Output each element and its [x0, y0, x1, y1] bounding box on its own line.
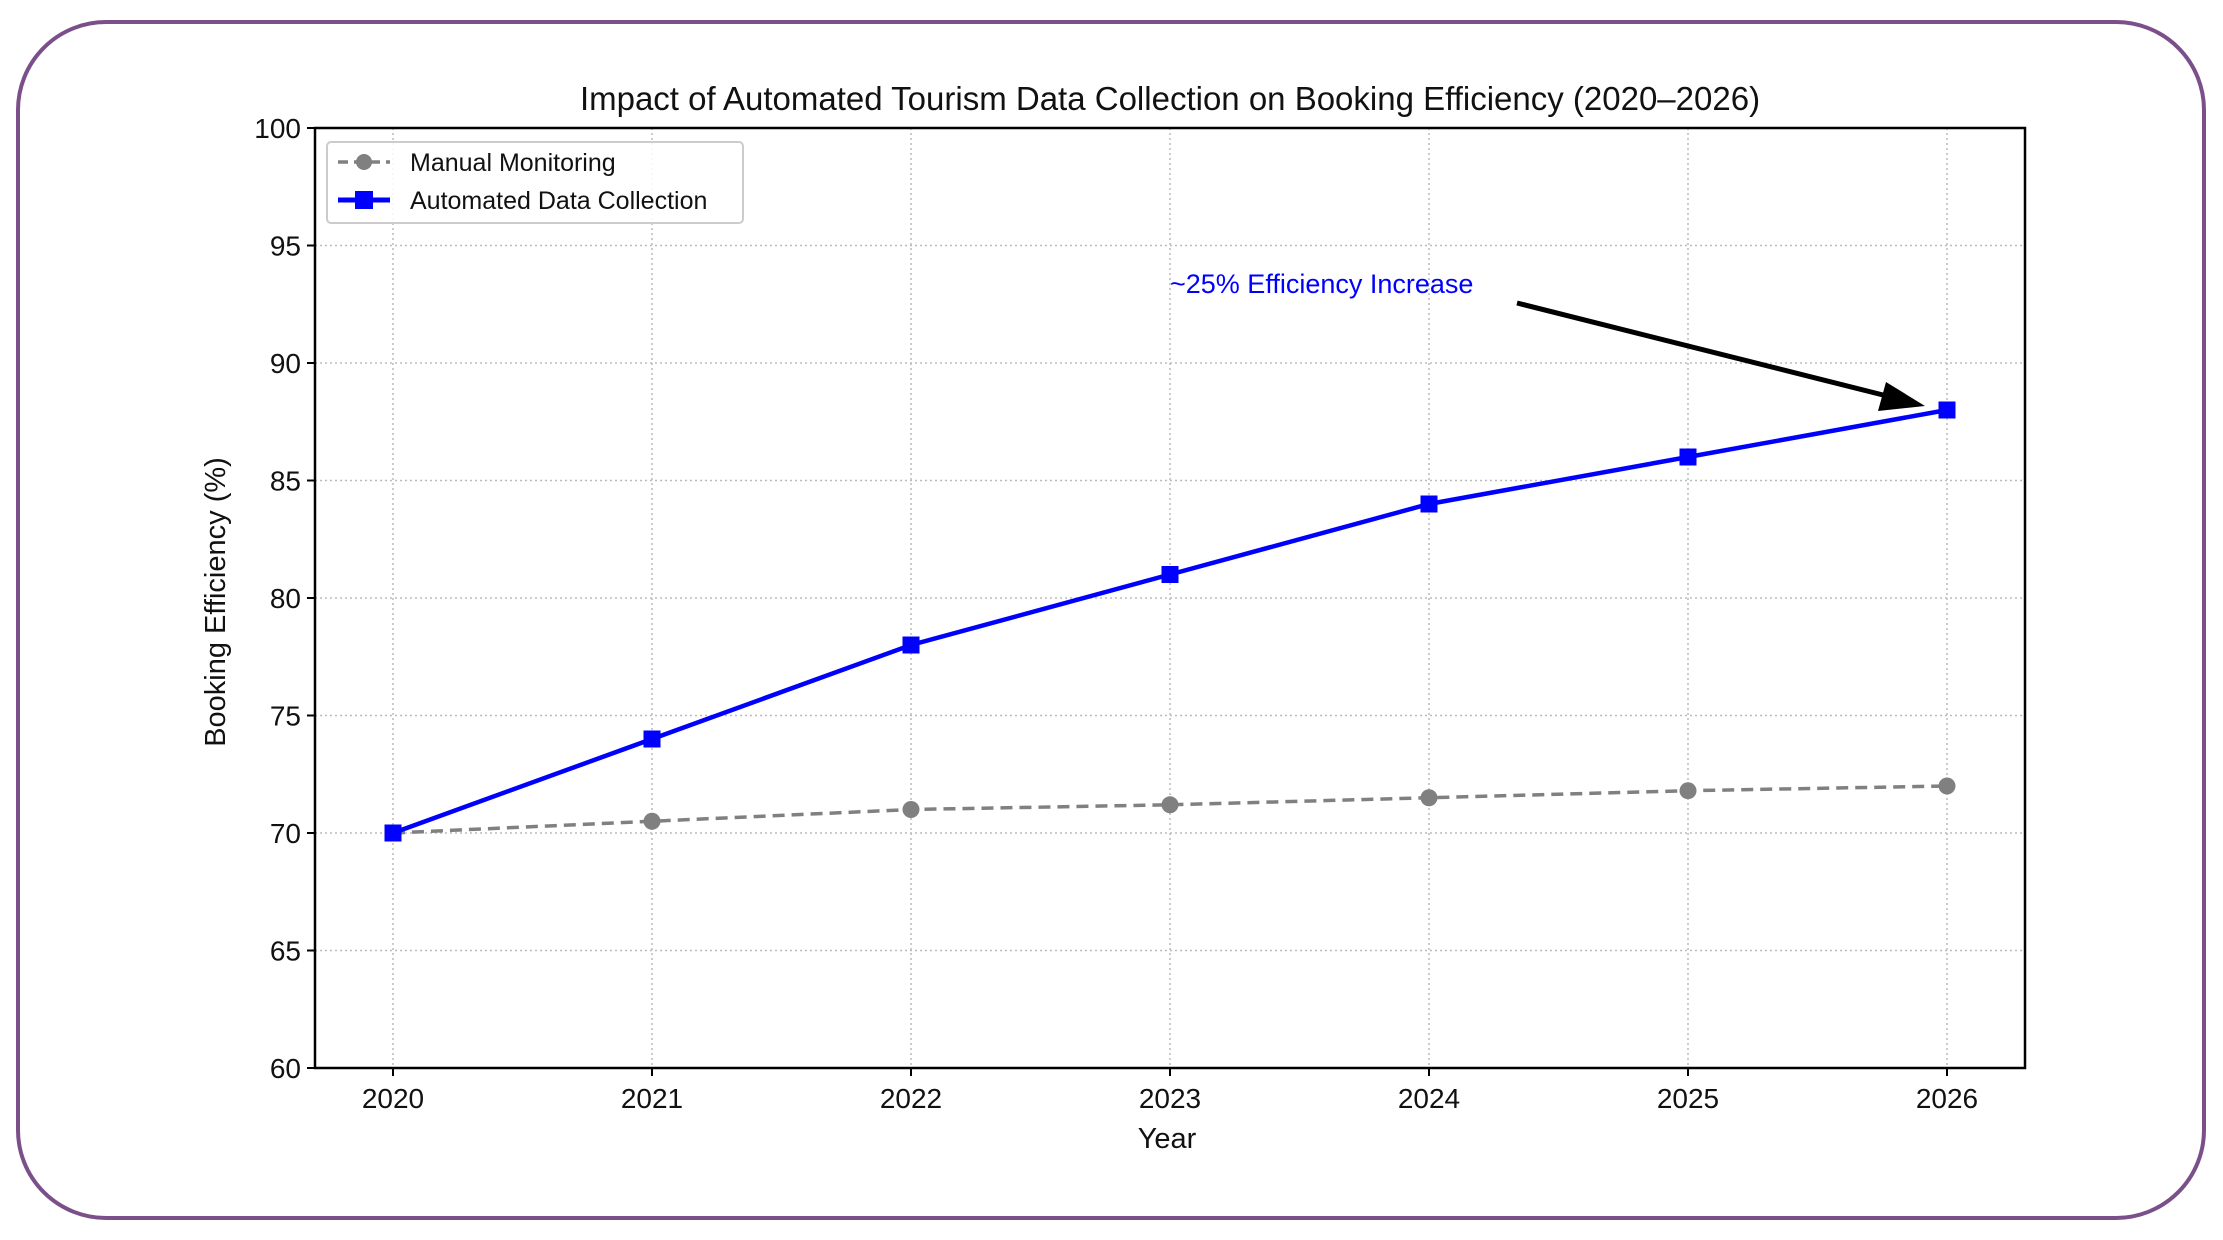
y-tick-label: 100	[254, 113, 301, 144]
x-tick-label: 2023	[1139, 1083, 1201, 1114]
card-frame	[16, 20, 2206, 1220]
data-point-manual	[1679, 782, 1697, 800]
data-point-automated	[1420, 495, 1438, 513]
legend-label-manual: Manual Monitoring	[410, 149, 616, 177]
y-tick-label: 75	[270, 701, 301, 732]
ticks: 60 65 70 75 80 85 90 95 100 2020 2021 2022 2023 2024 2…	[254, 113, 1978, 1114]
annotation-arrow-shaft	[1516, 300, 1896, 401]
y-tick-label: 85	[270, 466, 301, 497]
data-point-manual	[1161, 796, 1179, 814]
y-axis-label: Booking Efficiency (%)	[200, 457, 232, 747]
x-axis-label: Year	[1138, 1123, 1197, 1155]
legend-label-automated: Automated Data Collection	[410, 187, 707, 215]
data-point-manual	[1420, 789, 1438, 807]
data-point-automated	[1161, 566, 1179, 583]
annotation-text: ~25% Efficiency Increase	[1170, 269, 1473, 299]
legend-marker-automated	[355, 191, 373, 209]
y-tick-label: 80	[270, 583, 301, 614]
x-tick-label: 2021	[621, 1083, 683, 1114]
data-point-automated	[643, 730, 661, 748]
x-tick-label: 2020	[362, 1083, 424, 1114]
y-tick-label: 95	[270, 231, 301, 262]
data-point-automated	[384, 824, 402, 842]
series-layer	[384, 401, 1956, 842]
x-tick-label: 2024	[1398, 1083, 1460, 1114]
chart-title: Impact of Automated Tourism Data Collect…	[580, 80, 1760, 117]
y-tick-label: 90	[270, 348, 301, 379]
annotation: ~25% Efficiency Increase	[1170, 269, 1925, 411]
x-tick-label: 2022	[880, 1083, 942, 1114]
y-tick-label: 65	[270, 936, 301, 967]
legend-box	[326, 141, 744, 224]
legend-marker-manual	[356, 154, 372, 170]
annotation-arrowhead	[1878, 382, 1925, 411]
data-point-automated	[1679, 448, 1697, 466]
legend: Manual Monitoring Automated Data Collect…	[326, 141, 744, 224]
y-tick-label: 70	[270, 818, 301, 849]
data-point-automated	[1938, 401, 1956, 419]
data-point-automated	[902, 636, 920, 654]
y-tick-label: 60	[270, 1053, 301, 1084]
x-tick-label: 2026	[1916, 1083, 1978, 1114]
data-point-manual	[1938, 777, 1956, 795]
data-point-manual	[643, 812, 661, 830]
data-point-manual	[902, 801, 920, 818]
x-tick-label: 2025	[1657, 1083, 1719, 1114]
